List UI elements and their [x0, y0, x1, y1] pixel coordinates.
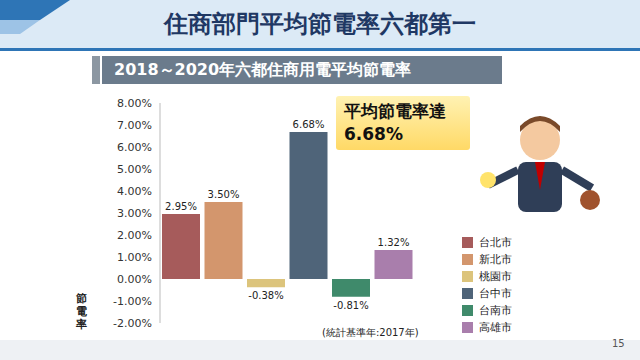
svg-text:-1.00%: -1.00%	[113, 295, 152, 308]
html-text:住商部門平均節電率六都第一: 住商部門平均節電率六都第一	[164, 10, 476, 38]
svg-text:-0.81%: -0.81%	[333, 300, 368, 311]
html-text:6.68%: 6.68%	[344, 124, 403, 144]
html-text:桃園市: 桃園市	[479, 270, 512, 283]
html-text:節: 節	[75, 292, 87, 305]
html-text:電: 電	[75, 305, 87, 318]
html-text:新北市: 新北市	[479, 253, 512, 266]
svg-text:6.68%: 6.68%	[293, 119, 325, 130]
svg-text:3.50%: 3.50%	[208, 189, 240, 200]
html-text:平均節電率達: 平均節電率達	[344, 101, 446, 121]
html-text:高雄市: 高雄市	[479, 321, 512, 334]
svg-text:2.00%: 2.00%	[117, 229, 152, 242]
svg-text:3.00%: 3.00%	[117, 207, 152, 220]
svg-text:-2.00%: -2.00%	[113, 317, 152, 330]
svg-text:2.95%: 2.95%	[165, 201, 197, 212]
svg-text:8.00%: 8.00%	[117, 97, 152, 110]
svg-text:-0.38%: -0.38%	[248, 290, 283, 301]
svg-text:1.00%: 1.00%	[117, 251, 152, 264]
svg-text:4.00%: 4.00%	[117, 185, 152, 198]
svg-text:7.00%: 7.00%	[117, 119, 152, 132]
svg-text:5.00%: 5.00%	[117, 163, 152, 176]
svg-text:1.32%: 1.32%	[378, 237, 410, 248]
svg-text:6.00%: 6.00%	[117, 141, 152, 154]
html-text:15: 15	[612, 338, 625, 349]
html-text:台中市: 台中市	[479, 287, 512, 300]
svg-text:0.00%: 0.00%	[117, 273, 152, 286]
html-text:率: 率	[75, 318, 87, 331]
html-text:台北市: 台北市	[479, 236, 512, 249]
html-text:2018～2020年六都住商用電平均節電率: 2018～2020年六都住商用電平均節電率	[114, 60, 412, 79]
html-text:台南市: 台南市	[479, 304, 512, 317]
html-text:(統計基準年:2017年): (統計基準年:2017年)	[322, 327, 419, 338]
